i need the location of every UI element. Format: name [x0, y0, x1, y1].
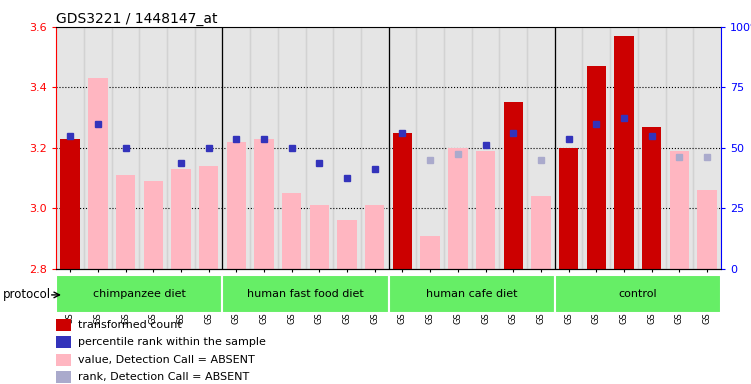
Bar [670, 151, 689, 269]
Bar [559, 148, 578, 269]
Bar [56, 319, 71, 331]
Bar [306, 27, 333, 269]
Bar [167, 27, 195, 269]
Bar [389, 275, 555, 313]
Bar [531, 196, 550, 269]
Bar [693, 27, 721, 269]
Bar [393, 133, 412, 269]
Bar [195, 27, 222, 269]
Bar [56, 371, 71, 383]
Bar [56, 354, 71, 366]
Bar [472, 27, 499, 269]
Text: human cafe diet: human cafe diet [426, 289, 517, 299]
Bar [416, 27, 444, 269]
Bar [143, 181, 163, 269]
Bar [171, 169, 191, 269]
Bar [255, 139, 273, 269]
Bar [88, 78, 107, 269]
Text: rank, Detection Call = ABSENT: rank, Detection Call = ABSENT [77, 372, 249, 382]
Bar [309, 205, 329, 269]
Bar [112, 27, 140, 269]
Bar [140, 27, 167, 269]
Bar [116, 175, 135, 269]
Bar [250, 27, 278, 269]
Bar [278, 27, 306, 269]
Bar [389, 27, 416, 269]
Text: percentile rank within the sample: percentile rank within the sample [77, 337, 265, 348]
Bar [448, 148, 468, 269]
Bar [365, 205, 385, 269]
Bar [421, 235, 440, 269]
Bar [587, 66, 606, 269]
Text: transformed count: transformed count [77, 320, 181, 330]
Bar [444, 27, 472, 269]
Bar [222, 27, 250, 269]
Bar [227, 142, 246, 269]
Text: human fast food diet: human fast food diet [247, 289, 364, 299]
Bar [642, 127, 662, 269]
Bar [222, 275, 389, 313]
Bar [84, 27, 112, 269]
Bar [361, 27, 389, 269]
Bar [282, 193, 301, 269]
Bar [665, 27, 693, 269]
Bar [527, 27, 555, 269]
Bar [56, 336, 71, 348]
Bar [555, 27, 583, 269]
Bar [199, 166, 219, 269]
Bar [610, 27, 638, 269]
Bar [56, 27, 84, 269]
Text: protocol: protocol [3, 288, 51, 301]
Bar [61, 139, 80, 269]
Bar [504, 103, 523, 269]
Bar [638, 27, 665, 269]
Bar [698, 190, 716, 269]
Text: GDS3221 / 1448147_at: GDS3221 / 1448147_at [56, 12, 218, 26]
Bar [614, 36, 634, 269]
Text: chimpanzee diet: chimpanzee diet [93, 289, 185, 299]
Bar [333, 27, 361, 269]
Bar [499, 27, 527, 269]
Bar [583, 27, 610, 269]
Bar [476, 151, 495, 269]
Text: control: control [619, 289, 657, 299]
Bar [56, 275, 222, 313]
Bar [337, 220, 357, 269]
Bar [555, 275, 721, 313]
Text: value, Detection Call = ABSENT: value, Detection Call = ABSENT [77, 355, 255, 365]
